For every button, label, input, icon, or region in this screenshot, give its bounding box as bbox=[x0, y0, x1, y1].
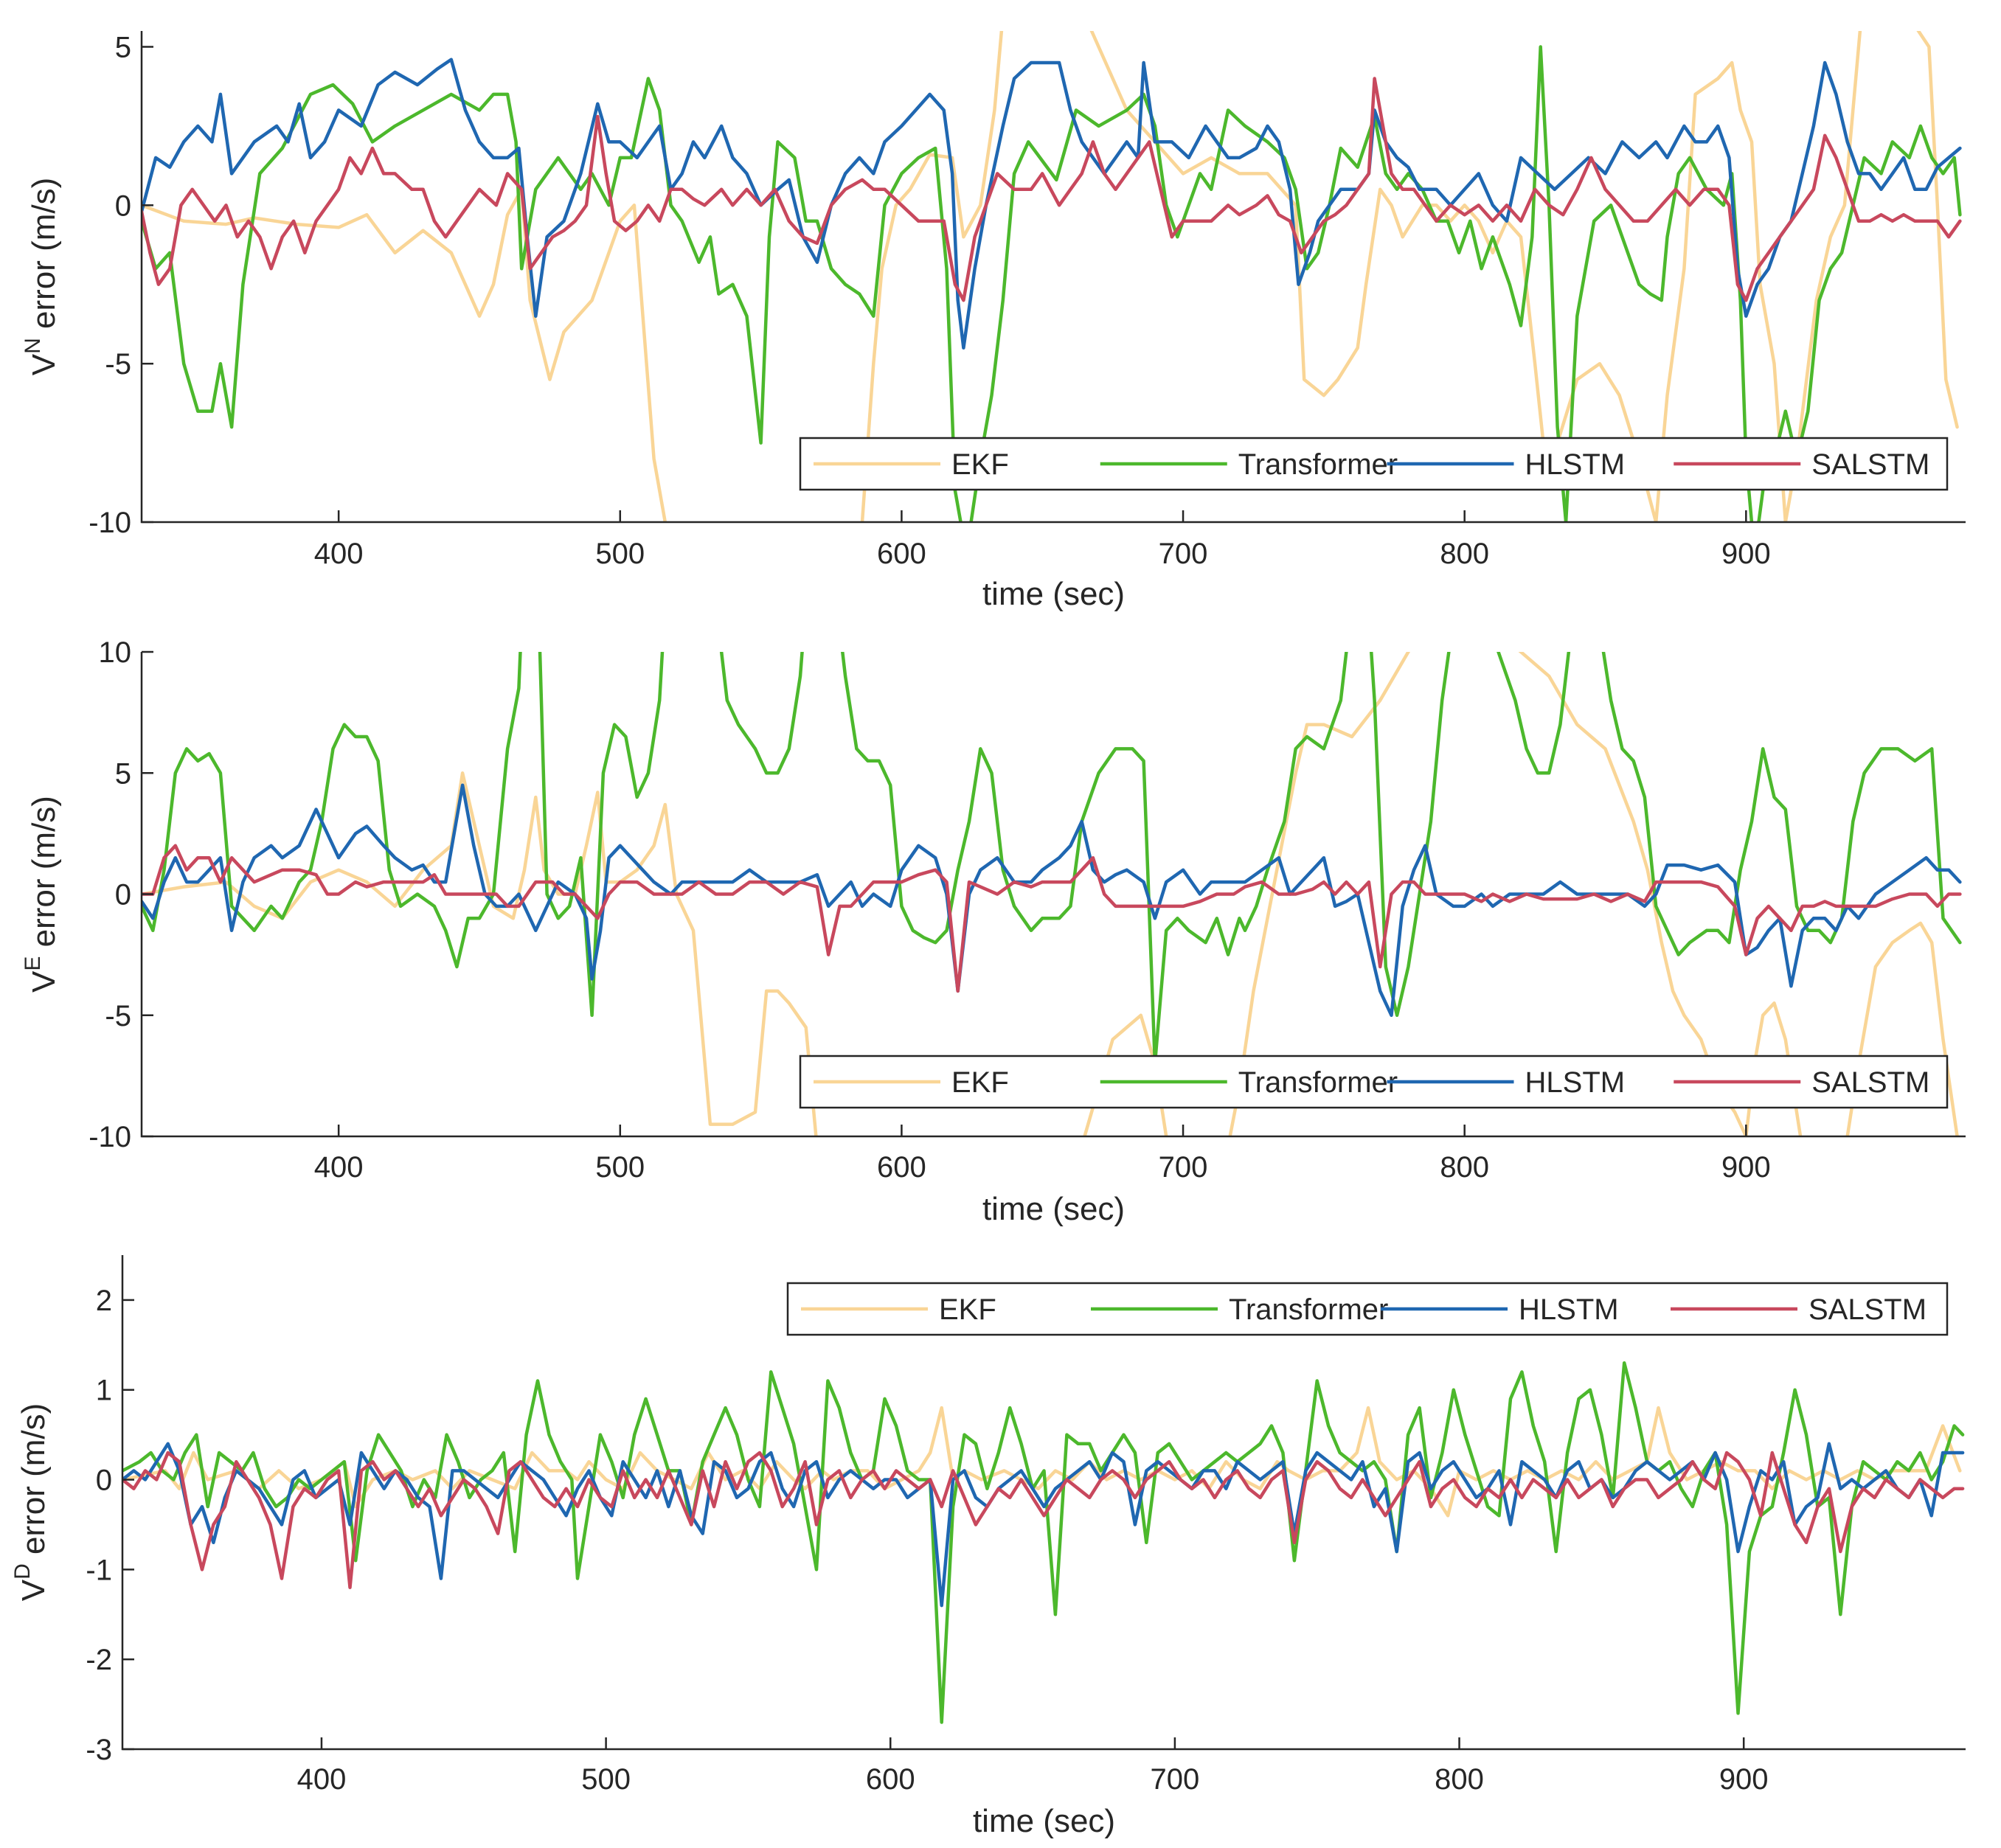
legend-label-hlstm: HLSTM bbox=[1525, 448, 1626, 481]
y-axis-title-rest: error (m/s) bbox=[15, 1403, 52, 1564]
y-tick-label: 5 bbox=[115, 757, 131, 790]
y-axis-title-main: V bbox=[26, 353, 62, 375]
series-line-transformer bbox=[142, 652, 1962, 1066]
series-line-hlstm bbox=[142, 58, 1962, 350]
x-tick-label: 400 bbox=[297, 1763, 347, 1796]
y-tick-label: -10 bbox=[89, 507, 131, 539]
y-tick-label: 0 bbox=[96, 1465, 112, 1497]
series-group bbox=[142, 652, 1962, 1136]
series-line-ekf bbox=[142, 652, 1959, 1136]
x-tick-label: 700 bbox=[1159, 1151, 1208, 1184]
x-tick-label: 400 bbox=[314, 1151, 364, 1184]
y-tick-label: -5 bbox=[105, 348, 131, 381]
x-tick-label: 400 bbox=[314, 538, 364, 570]
y-tick-label: 2 bbox=[96, 1285, 112, 1317]
y-tick-label: 0 bbox=[115, 879, 131, 911]
legend-label-salstm: SALSTM bbox=[1811, 1066, 1929, 1099]
y-axis-title: VN error (m/s) bbox=[21, 178, 62, 376]
chart-panel-vd: 400 500 600 700 800 900 -3 -2 -1 0 1 2 time (sec) VD … bbox=[10, 1255, 1966, 1839]
series-line-transformer bbox=[142, 45, 1962, 522]
legend-label-transformer: Transformer bbox=[1238, 448, 1398, 481]
legend-label-hlstm: HLSTM bbox=[1519, 1293, 1619, 1326]
y-axis-title-sup: N bbox=[21, 338, 45, 354]
legend-label-ekf: EKF bbox=[951, 1066, 1009, 1099]
series-group bbox=[122, 1361, 1965, 1724]
y-axis-title-sup: E bbox=[21, 956, 45, 971]
series-line-salstm bbox=[142, 844, 1962, 993]
series-line-hlstm bbox=[122, 1442, 1965, 1608]
y-axis-title-main: V bbox=[26, 970, 62, 993]
x-tick-label: 900 bbox=[1721, 1151, 1771, 1184]
legend-label-salstm: SALSTM bbox=[1808, 1293, 1927, 1326]
x-tick-label: 500 bbox=[595, 538, 645, 570]
legend-label-transformer: Transformer bbox=[1229, 1293, 1388, 1326]
x-tick-label: 600 bbox=[877, 538, 926, 570]
y-axis-title-sup: D bbox=[10, 1563, 35, 1580]
y-tick-label: 10 bbox=[99, 636, 132, 669]
x-tick-label: 600 bbox=[866, 1763, 915, 1796]
y-tick-label: 5 bbox=[115, 31, 131, 63]
x-tick-label: 500 bbox=[595, 1151, 645, 1184]
x-tick-label: 600 bbox=[877, 1151, 926, 1184]
y-axis-title-rest: error (m/s) bbox=[26, 796, 62, 956]
y-tick-label: -5 bbox=[105, 1000, 131, 1032]
legend: EKF Transformer HLSTM SALSTM bbox=[799, 437, 1949, 491]
y-axis-title: VE error (m/s) bbox=[21, 796, 62, 993]
y-tick-label: -3 bbox=[86, 1734, 112, 1766]
y-axis-title-main: V bbox=[15, 1579, 52, 1601]
y-axis-title-rest: error (m/s) bbox=[26, 178, 62, 338]
y-tick-label: -1 bbox=[86, 1554, 112, 1586]
x-tick-label: 700 bbox=[1159, 538, 1208, 570]
chart-panel-vn: 400 500 600 700 800 900 -10 -5 0 5 time (sec) VN er… bbox=[21, 31, 1966, 612]
legend-label-ekf: EKF bbox=[939, 1293, 996, 1326]
legend-label-transformer: Transformer bbox=[1238, 1066, 1398, 1099]
x-tick-label: 500 bbox=[581, 1763, 631, 1796]
x-axis-title: time (sec) bbox=[973, 1803, 1115, 1839]
legend: EKF Transformer HLSTM SALSTM bbox=[799, 1055, 1949, 1109]
chart-panel-ve: 400 500 600 700 800 900 -10 -5 0 5 10 time (sec) VE … bbox=[21, 636, 1966, 1227]
legend-label-ekf: EKF bbox=[951, 448, 1009, 481]
x-tick-label: 900 bbox=[1721, 538, 1771, 570]
y-tick-label: -10 bbox=[89, 1121, 131, 1153]
legend: EKF Transformer HLSTM SALSTM bbox=[786, 1282, 1949, 1336]
legend-label-salstm: SALSTM bbox=[1811, 448, 1929, 481]
y-tick-label: -2 bbox=[86, 1644, 112, 1676]
series-line-ekf bbox=[142, 31, 1959, 522]
series-line-salstm bbox=[142, 77, 1962, 302]
series-line-transformer bbox=[122, 1361, 1965, 1724]
y-axis-title: VD error (m/s) bbox=[10, 1403, 52, 1602]
series-group bbox=[142, 31, 1962, 522]
x-tick-label: 800 bbox=[1435, 1763, 1484, 1796]
x-tick-label: 900 bbox=[1719, 1763, 1769, 1796]
y-tick-label: 1 bbox=[96, 1375, 112, 1407]
x-tick-label: 800 bbox=[1440, 538, 1489, 570]
x-tick-label: 700 bbox=[1151, 1763, 1200, 1796]
series-line-salstm bbox=[122, 1451, 1965, 1589]
legend-label-hlstm: HLSTM bbox=[1525, 1066, 1626, 1099]
series-line-hlstm bbox=[142, 783, 1962, 1018]
series-line-ekf bbox=[122, 1406, 1962, 1518]
x-axis-title: time (sec) bbox=[982, 576, 1125, 612]
x-axis-title: time (sec) bbox=[982, 1191, 1125, 1227]
y-tick-label: 0 bbox=[115, 190, 131, 222]
x-tick-label: 800 bbox=[1440, 1151, 1489, 1184]
